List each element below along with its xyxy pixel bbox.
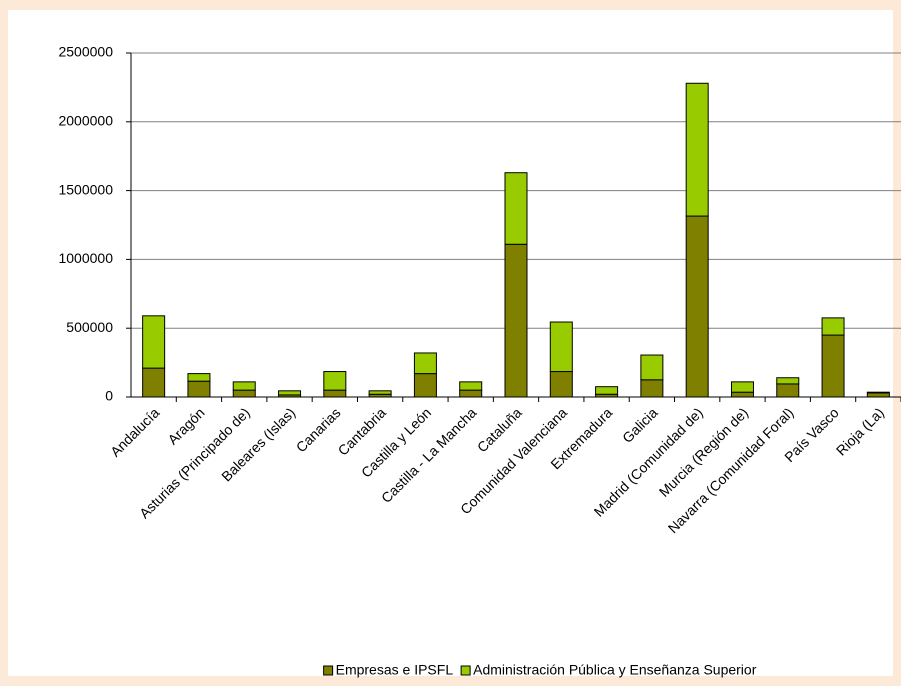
bar-segment [413,373,437,398]
bar-segment [504,243,528,398]
bar-segment [323,371,347,391]
bar-segment [413,352,437,375]
bar-segment [504,172,528,245]
bar-segment [866,392,890,398]
bar-segment [187,373,211,382]
y-tick-label: 500000 [66,319,113,335]
bar-segment [323,389,347,398]
bar-segment [640,379,664,398]
bar-segment [730,391,754,398]
bar-segment [866,391,890,394]
y-tick-label: 2000000 [58,113,113,129]
legend-label: Administración Pública y Enseñanza Super… [473,662,757,678]
bar-segment [187,380,211,398]
bar-segment [459,389,483,398]
bar-segment [821,334,845,398]
bar-segment [685,82,709,217]
bar-segment [776,383,800,398]
bar-segment [595,386,619,395]
bar-segment [549,321,573,373]
bar-segment [232,389,256,398]
y-tick-label: 2500000 [58,44,113,60]
legend-swatch [460,665,471,676]
bar-segment [368,390,392,395]
bar-segment [278,390,302,396]
bar-segment [459,381,483,391]
bar-segment [142,367,166,398]
bar-segment [776,377,800,385]
bar-segment [685,215,709,398]
y-tick-label: 0 [105,388,113,404]
bar-segment [232,381,256,391]
legend-label: Empresas e IPSFL [336,662,454,678]
bar-segment [640,354,664,381]
chart-area [8,10,893,676]
bar-segment [549,371,573,398]
y-tick-label: 1500000 [58,181,113,197]
y-tick-label: 1000000 [58,250,113,266]
bar-segment [142,315,166,369]
bar-segment [821,317,845,336]
legend-swatch [323,665,334,676]
bar-segment [730,381,754,393]
